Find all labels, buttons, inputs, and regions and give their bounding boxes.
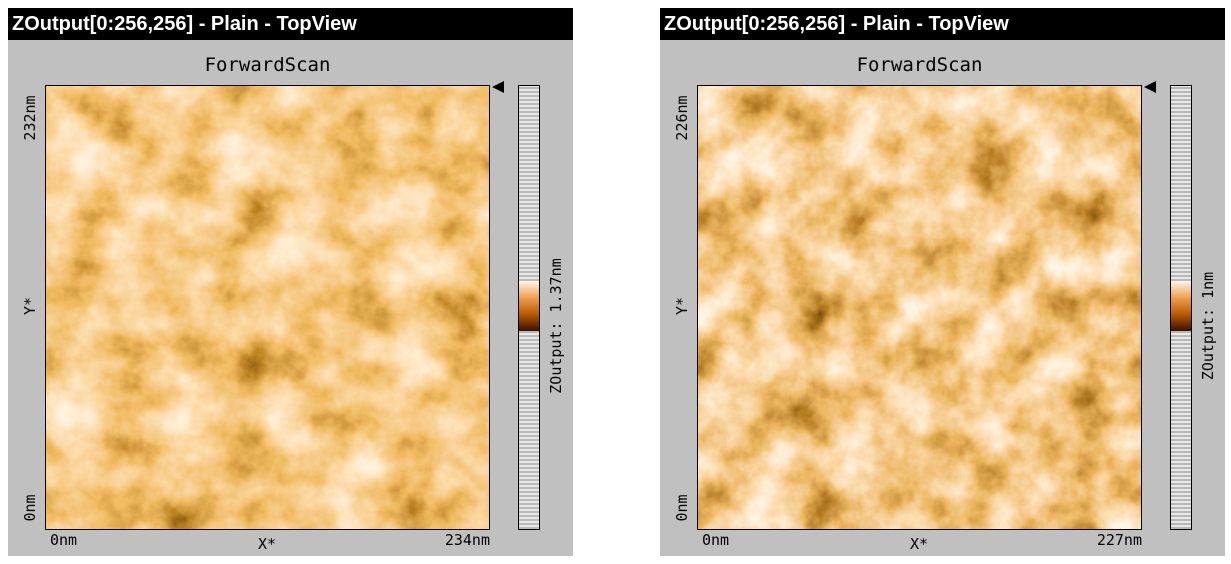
texture	[46, 86, 489, 529]
y-axis-label: Y*	[673, 297, 691, 315]
y-axis-label: Y*	[21, 297, 39, 315]
y-bottom-label: 0nm	[21, 494, 39, 521]
afm-texture	[698, 86, 1141, 529]
x-right-label: 227nm	[1097, 531, 1142, 549]
afm-texture	[46, 86, 489, 529]
x-left-label: 0nm	[702, 531, 729, 549]
texture	[698, 86, 1141, 529]
window-title: ZOutput[0:256,256] - Plain - TopView	[8, 8, 573, 40]
y-bottom-label: 0nm	[673, 494, 691, 521]
colorbar	[518, 85, 540, 530]
afm-image	[45, 85, 490, 530]
scan-label: ForwardScan	[697, 54, 1142, 76]
x-right-label: 234nm	[445, 531, 490, 549]
afm-window: ZOutput[0:256,256] - Plain - TopView Forw…	[8, 8, 573, 556]
x-left-label: 0nm	[50, 531, 77, 549]
colorbar-label: ZOutput: 1nm	[1199, 272, 1217, 380]
colorbar-gradient	[519, 281, 539, 331]
x-axis-label: X*	[910, 535, 928, 553]
window-title: ZOutput[0:256,256] - Plain - TopView	[660, 8, 1225, 40]
scan-label: ForwardScan	[45, 54, 490, 76]
afm-image	[697, 85, 1142, 530]
page: {"windows": [ {"title": "ZOutput[0:256,2…	[0, 0, 1231, 564]
scan-marker	[1144, 81, 1156, 93]
x-axis-label: X*	[258, 535, 276, 553]
y-top-label: 232nm	[21, 95, 39, 140]
colorbar-gradient	[1171, 281, 1191, 331]
colorbar-label: ZOutput: 1.37nm	[547, 258, 565, 393]
y-top-label: 226nm	[673, 95, 691, 140]
afm-window: ZOutput[0:256,256] - Plain - TopView Forw…	[660, 8, 1225, 556]
colorbar	[1170, 85, 1192, 530]
scan-marker	[492, 81, 504, 93]
